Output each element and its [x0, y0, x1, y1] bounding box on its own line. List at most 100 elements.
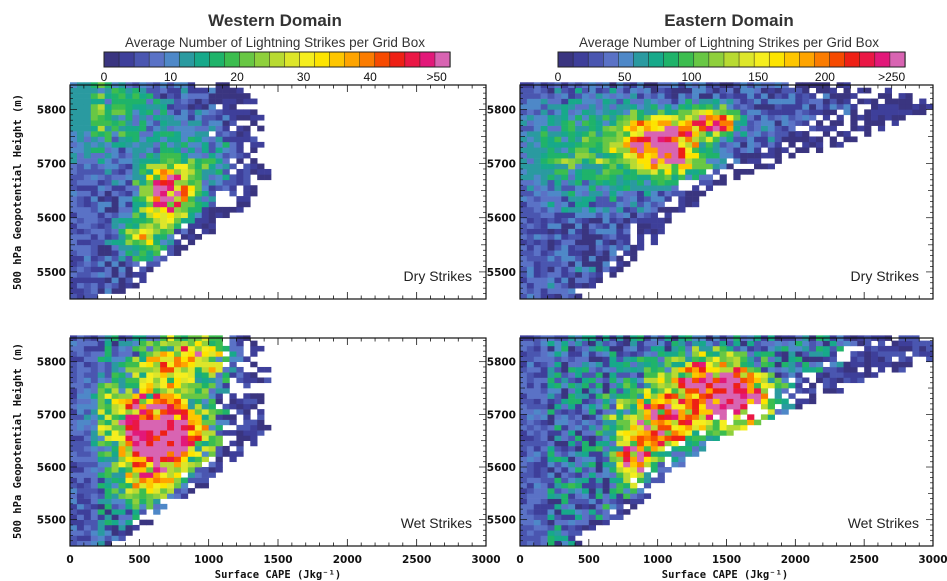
- heatmap-cell: [180, 488, 189, 494]
- heatmap-cell: [180, 477, 189, 484]
- heatmap-cell: [194, 482, 203, 489]
- heatmap-cell: [174, 228, 182, 235]
- heatmap-cell: [575, 393, 583, 399]
- heatmap-cell: [726, 340, 734, 347]
- heatmap-cell: [118, 174, 126, 181]
- heatmap-cell: [726, 403, 734, 410]
- heatmap-cell: [705, 366, 714, 373]
- heatmap-cell: [90, 196, 99, 202]
- heatmap-cell: [616, 168, 624, 175]
- heatmap-cell: [760, 366, 769, 373]
- heatmap-cell: [891, 103, 899, 110]
- heatmap-cell: [575, 109, 583, 116]
- heatmap-cell: [76, 179, 85, 186]
- heatmap-cell: [547, 514, 555, 520]
- heatmap-cell: [733, 419, 741, 426]
- heatmap-cell: [201, 212, 209, 219]
- heatmap-cell: [229, 451, 237, 457]
- heatmap-cell: [657, 196, 665, 202]
- heatmap-cell: [547, 488, 555, 494]
- heatmap-cell: [685, 403, 693, 410]
- heatmap-cell: [76, 493, 85, 499]
- heatmap-cell: [692, 414, 700, 420]
- heatmap-cell: [568, 393, 576, 399]
- heatmap-cell: [153, 430, 161, 436]
- heatmap-cell: [575, 361, 583, 368]
- heatmap-cell: [623, 403, 631, 410]
- heatmap-cell: [215, 461, 223, 468]
- heatmap-cell: [229, 174, 237, 181]
- heatmap-cell: [726, 372, 734, 378]
- heatmap-cell: [623, 482, 631, 489]
- heatmap-cell: [236, 179, 244, 186]
- heatmap-cell: [125, 445, 133, 452]
- heatmap-cell: [581, 271, 590, 278]
- heatmap-cell: [146, 356, 154, 362]
- heatmap-cell: [76, 509, 85, 515]
- heatmap-cell: [118, 340, 126, 347]
- heatmap-cell: [257, 398, 265, 405]
- heatmap-cell: [215, 445, 223, 452]
- heatmap-cell: [575, 503, 583, 510]
- heatmap-cell: [187, 196, 196, 202]
- heatmap-cell: [520, 398, 528, 405]
- heatmap-cell: [850, 356, 858, 362]
- heatmap-cell: [561, 361, 569, 368]
- heatmap-cell: [187, 217, 196, 224]
- heatmap-cell: [243, 372, 251, 378]
- heatmap-cell: [160, 179, 168, 186]
- heatmap-cell: [146, 409, 154, 415]
- heatmap-cell: [802, 147, 810, 154]
- heatmap-cell: [208, 190, 216, 197]
- heatmap-cell: [561, 445, 569, 452]
- heatmap-cell: [194, 409, 203, 415]
- heatmap-cell: [616, 244, 624, 251]
- heatmap-cell: [83, 179, 92, 186]
- heatmap-cell: [871, 361, 879, 368]
- heatmap-cell: [533, 87, 541, 94]
- heatmap-cell: [208, 168, 216, 175]
- heatmap-cell: [194, 467, 203, 473]
- heatmap-cell: [747, 136, 755, 143]
- heatmap-cell: [90, 445, 99, 452]
- heatmap-cell: [125, 174, 133, 181]
- heatmap-cell: [657, 398, 665, 405]
- heatmap-cell: [90, 125, 99, 132]
- heatmap-cell: [83, 228, 92, 235]
- heatmap-cell: [595, 174, 603, 181]
- heatmap-cell: [70, 419, 78, 426]
- heatmap-cell: [520, 217, 528, 224]
- heatmap-cell: [581, 435, 590, 441]
- heatmap-cell: [111, 282, 119, 289]
- heatmap-cell: [111, 414, 119, 420]
- heatmap-cells: [520, 82, 934, 300]
- heatmap-cell: [760, 403, 769, 410]
- heatmap-cell: [643, 201, 652, 208]
- heatmap-cell: [167, 163, 175, 170]
- heatmap-cell: [90, 361, 99, 368]
- heatmap-cell: [912, 340, 920, 347]
- heatmap-cell: [650, 345, 658, 352]
- heatmap-cell: [747, 351, 755, 357]
- heatmap-cell: [118, 435, 126, 441]
- heatmap-cell: [581, 233, 590, 240]
- heatmap-cell: [664, 185, 672, 191]
- heatmap-cell: [595, 206, 603, 213]
- heatmap-cell: [595, 277, 603, 284]
- heatmap-cell: [533, 440, 541, 447]
- heatmap-cell: [685, 190, 693, 197]
- heatmap-cell: [719, 163, 727, 170]
- western-domain-title: Western Domain: [208, 11, 342, 30]
- heatmap-cell: [795, 103, 803, 110]
- heatmap-cell: [740, 109, 748, 116]
- heatmap-cell: [609, 482, 617, 489]
- heatmap-cell: [222, 131, 230, 137]
- heatmap-cell: [111, 514, 119, 520]
- heatmap-cell: [250, 430, 258, 436]
- heatmap-cell: [104, 228, 112, 235]
- heatmap-cell: [595, 493, 603, 499]
- heatmap-cell: [83, 136, 92, 143]
- heatmap-cell: [180, 93, 189, 99]
- heatmap-cell: [657, 440, 665, 447]
- heatmap-cell: [70, 361, 78, 368]
